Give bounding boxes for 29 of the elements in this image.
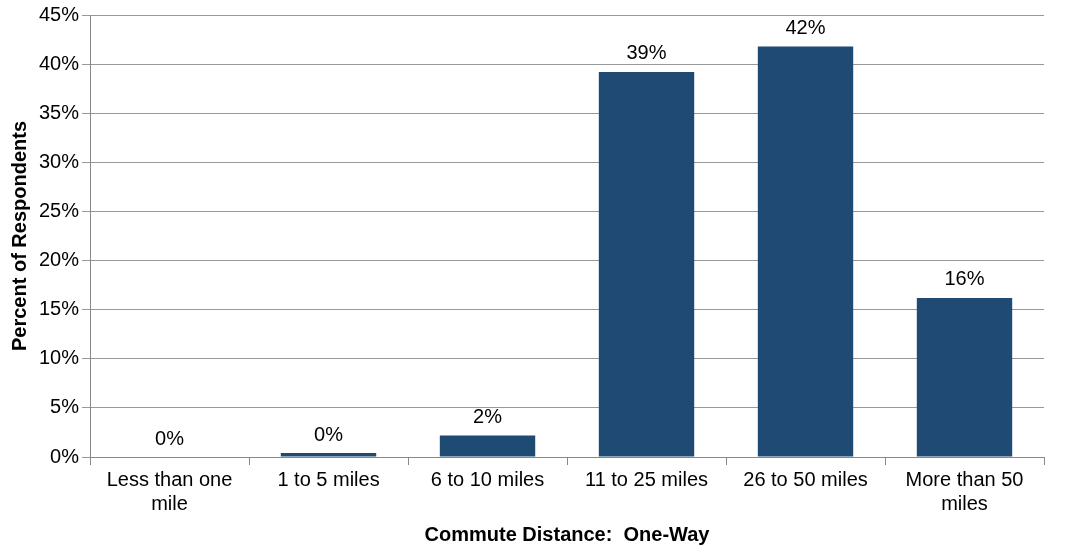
y-tick-label: 25% bbox=[39, 198, 80, 221]
y-tick-label: 35% bbox=[39, 100, 80, 123]
x-tick-label: 1 to 5 miles bbox=[277, 467, 380, 490]
y-tick-label: 0% bbox=[50, 444, 80, 467]
x-tick-label: 26 to 50 miles bbox=[743, 467, 868, 490]
bar bbox=[598, 71, 695, 457]
y-axis-title: Percent of Respondents bbox=[7, 120, 30, 352]
data-label: 42% bbox=[785, 15, 826, 38]
x-axis-title: Commute Distance: One-Way bbox=[424, 522, 711, 545]
y-tick-label: 15% bbox=[39, 297, 80, 320]
y-tick-label: 40% bbox=[39, 51, 80, 74]
bar bbox=[757, 46, 854, 457]
data-label: 0% bbox=[155, 426, 185, 449]
y-tick-label: 20% bbox=[39, 248, 80, 271]
y-tick-label: 45% bbox=[39, 2, 80, 25]
data-label: 0% bbox=[314, 422, 344, 445]
x-tick-label: More than 50 miles bbox=[905, 467, 1024, 514]
y-tick-label: 5% bbox=[50, 395, 80, 418]
x-tick-label: 6 to 10 miles bbox=[430, 467, 545, 490]
data-label: 2% bbox=[473, 404, 503, 427]
data-label: 39% bbox=[626, 41, 667, 64]
bar bbox=[439, 435, 536, 457]
data-label: 16% bbox=[944, 267, 985, 290]
x-tick-label: Less than one mile bbox=[106, 467, 233, 514]
bar bbox=[280, 453, 377, 457]
y-tick-label: 10% bbox=[39, 346, 80, 369]
x-tick-label: 11 to 25 miles bbox=[585, 467, 709, 490]
bar bbox=[916, 297, 1013, 457]
y-tick-label: 30% bbox=[39, 149, 80, 172]
